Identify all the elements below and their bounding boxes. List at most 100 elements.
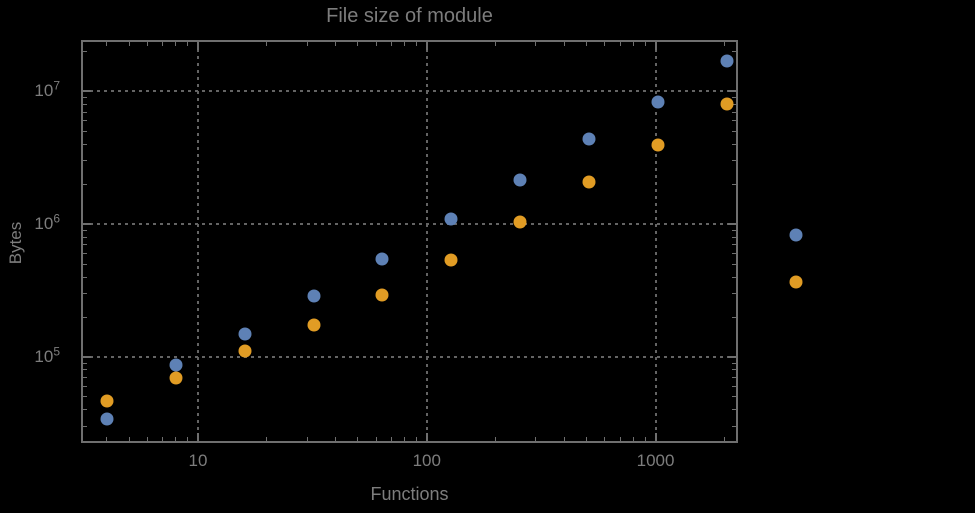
x-minor-tick: [175, 437, 177, 441]
data-point-series-1-blue: [513, 173, 527, 187]
x-minor-tick: [404, 42, 406, 46]
x-minor-tick: [632, 437, 634, 441]
y-minor-tick: [83, 244, 87, 246]
x-minor-tick: [357, 42, 359, 46]
x-minor-tick: [357, 437, 359, 441]
x-axis-title: Functions: [370, 484, 449, 504]
y-minor-tick: [732, 362, 736, 364]
x-minor-tick: [128, 42, 130, 46]
x-minor-tick: [335, 42, 337, 46]
x-minor-tick: [632, 42, 634, 46]
x-minor-tick: [723, 42, 725, 46]
y-tick-label: 107: [34, 78, 60, 101]
plot-frame: [81, 40, 738, 443]
y-minor-tick: [83, 362, 87, 364]
y-minor-tick: [83, 385, 87, 387]
y-gridline: [83, 355, 736, 358]
data-point-series-1-blue: [169, 358, 183, 372]
x-minor-tick: [415, 437, 417, 441]
data-point-series-1-blue: [238, 327, 252, 341]
x-minor-tick: [266, 42, 268, 46]
y-minor-tick: [732, 50, 736, 52]
y-minor-tick: [732, 97, 736, 98]
data-point-series-1-blue: [720, 54, 734, 68]
x-minor-tick: [162, 42, 164, 46]
y-minor-tick: [83, 425, 87, 427]
x-minor-tick: [187, 437, 189, 441]
y-minor-tick: [83, 50, 87, 52]
x-minor-tick: [187, 42, 189, 46]
y-minor-tick: [83, 143, 87, 145]
data-point-series-2-orange: [307, 318, 321, 332]
y-minor-tick: [83, 103, 87, 105]
x-major-tick: [425, 42, 428, 50]
x-gridline: [197, 42, 199, 441]
data-point-series-2-orange: [238, 344, 252, 358]
data-point-series-2-orange: [720, 97, 734, 111]
y-minor-tick: [732, 160, 736, 162]
x-tick-label: 100: [412, 451, 441, 470]
y-minor-tick: [83, 263, 87, 265]
y-minor-tick: [732, 103, 736, 105]
y-minor-tick: [83, 316, 87, 318]
x-major-tick: [197, 433, 199, 441]
data-point-series-2-orange: [513, 215, 527, 229]
y-minor-tick: [83, 97, 87, 98]
y-minor-tick: [83, 396, 87, 398]
x-major-tick: [654, 42, 657, 50]
data-point-series-2-orange: [582, 175, 596, 189]
x-minor-tick: [128, 437, 130, 441]
x-minor-tick: [619, 42, 621, 46]
y-minor-tick: [732, 253, 736, 255]
x-minor-tick: [335, 437, 337, 441]
y-minor-tick: [732, 236, 736, 238]
y-minor-tick: [732, 143, 736, 145]
x-minor-tick: [495, 42, 497, 46]
x-minor-tick: [266, 437, 268, 441]
x-minor-tick: [106, 42, 108, 46]
y-minor-tick: [732, 425, 736, 427]
data-point-series-1-blue: [100, 412, 114, 426]
x-minor-tick: [586, 42, 588, 46]
x-minor-tick: [564, 437, 565, 441]
x-tick-label: 1000: [636, 451, 675, 470]
x-gridline: [425, 42, 428, 441]
y-minor-tick: [83, 236, 87, 238]
x-minor-tick: [604, 437, 606, 441]
y-minor-tick: [732, 316, 736, 318]
y-minor-tick: [83, 369, 87, 371]
data-point-series-1-blue: [789, 228, 803, 242]
y-minor-tick: [732, 244, 736, 246]
y-minor-tick: [83, 120, 87, 122]
x-minor-tick: [723, 437, 725, 441]
x-minor-tick: [586, 437, 588, 441]
x-gridline: [654, 42, 657, 441]
x-minor-tick: [390, 437, 392, 441]
y-minor-tick: [83, 160, 87, 162]
x-minor-tick: [619, 437, 621, 441]
x-minor-tick: [106, 437, 108, 441]
y-major-tick: [83, 223, 91, 226]
y-tick-label: 105: [34, 344, 60, 367]
y-minor-tick: [83, 293, 87, 295]
x-minor-tick: [375, 42, 377, 46]
y-minor-tick: [732, 183, 736, 185]
y-minor-tick: [732, 396, 736, 398]
y-minor-tick: [732, 369, 736, 371]
x-minor-tick: [535, 437, 537, 441]
y-minor-tick: [732, 293, 736, 295]
data-point-series-2-orange: [100, 394, 114, 408]
x-major-tick: [425, 433, 428, 441]
x-minor-tick: [535, 42, 537, 46]
y-minor-tick: [83, 409, 87, 411]
x-minor-tick: [390, 42, 392, 46]
data-point-series-1-blue: [375, 252, 389, 266]
x-minor-tick: [306, 42, 308, 46]
y-minor-tick: [83, 111, 87, 113]
y-minor-tick: [732, 263, 736, 265]
x-minor-tick: [415, 42, 417, 46]
x-major-tick: [654, 433, 657, 441]
data-point-series-2-orange: [169, 371, 183, 385]
data-point-series-2-orange: [789, 275, 803, 289]
